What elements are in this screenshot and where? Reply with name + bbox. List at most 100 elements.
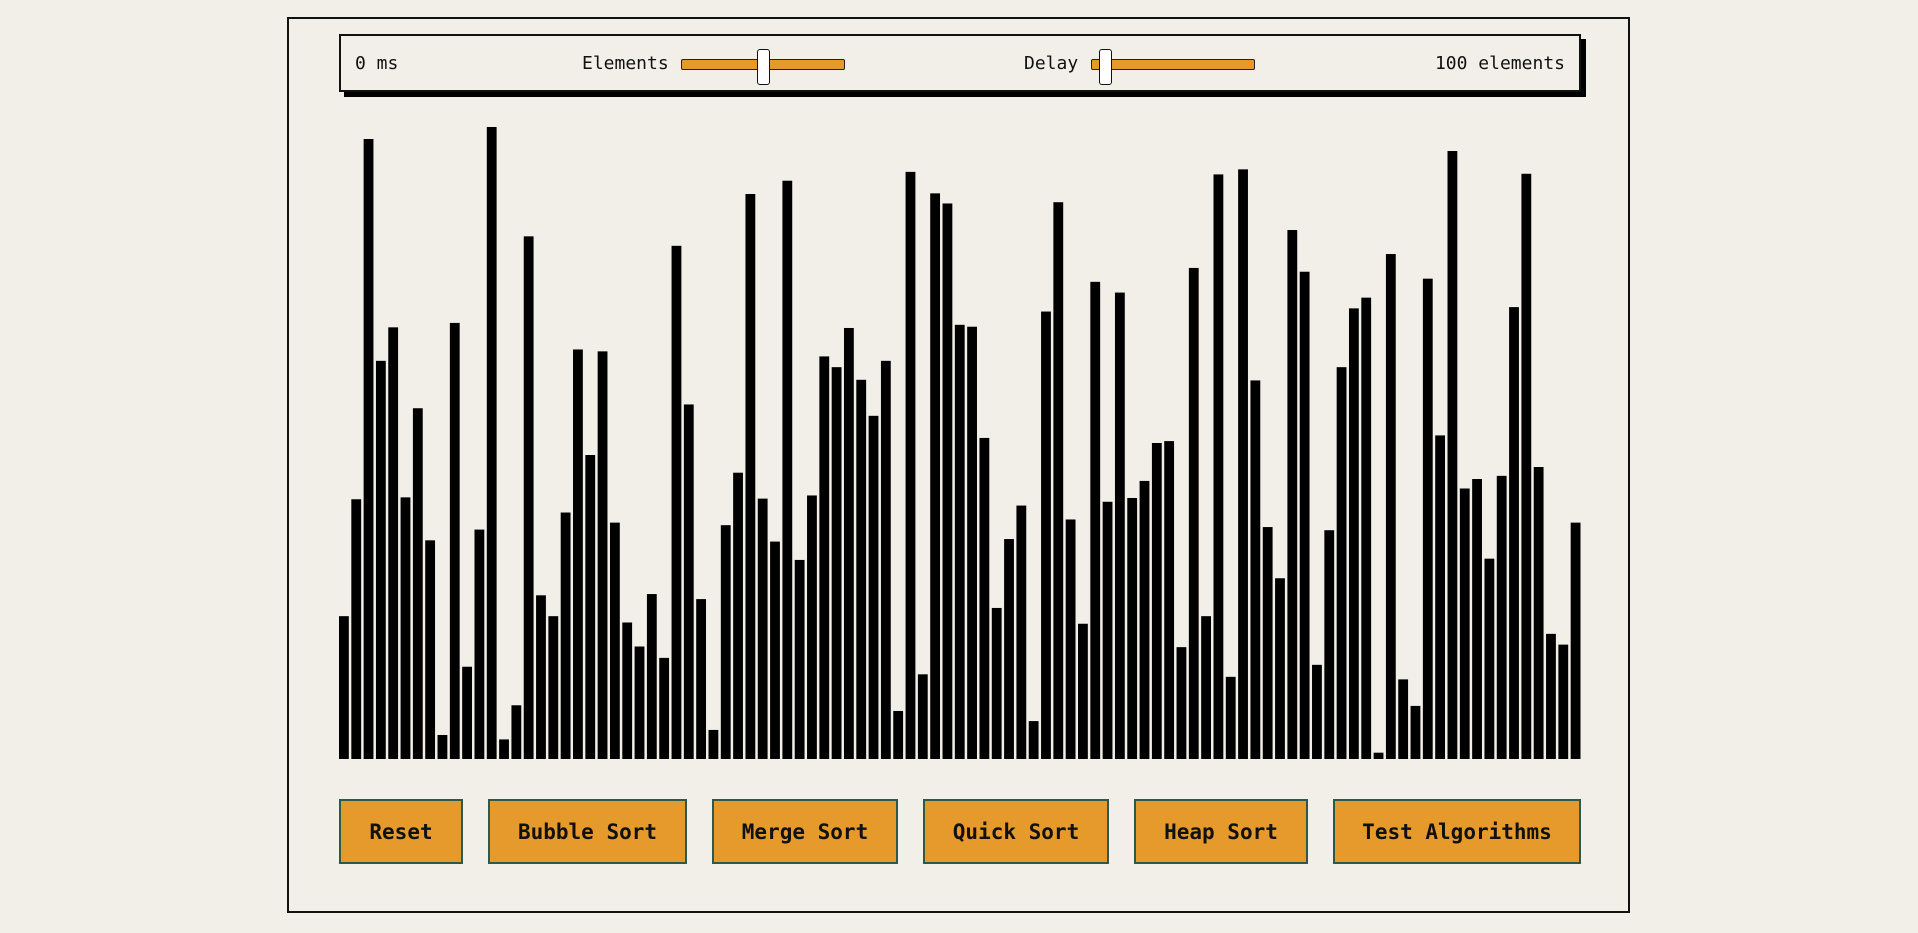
bar-57	[1041, 311, 1051, 759]
bar-78	[1299, 271, 1310, 759]
merge-sort-button[interactable]: Merge Sort	[712, 799, 898, 864]
bar-19	[573, 349, 583, 759]
bar-65	[1139, 480, 1150, 759]
bar-70	[1201, 616, 1211, 759]
bar-23	[622, 622, 633, 759]
bar-34	[757, 498, 768, 759]
element-count-readout: 100 elements	[1434, 53, 1565, 74]
bar-73	[1238, 169, 1248, 759]
bar-52	[979, 437, 990, 759]
bar-31	[720, 525, 731, 759]
bar-1	[351, 499, 362, 759]
bar-36	[782, 180, 793, 759]
bar-86	[1398, 679, 1409, 759]
elements-slider[interactable]	[681, 49, 845, 85]
bars-svg	[339, 127, 1581, 759]
visualizer-frame	[287, 17, 1630, 913]
bubble-sort-button[interactable]: Bubble Sort	[488, 799, 687, 864]
bar-21	[597, 351, 608, 759]
bar-17	[548, 616, 559, 759]
bar-71	[1213, 174, 1224, 759]
bar-6	[412, 408, 423, 759]
bar-87	[1410, 705, 1421, 759]
bar-3	[375, 360, 386, 759]
bar-62	[1102, 501, 1113, 759]
bar-93	[1484, 558, 1495, 759]
bar-32	[733, 472, 743, 759]
bar-4	[388, 327, 399, 759]
bar-83	[1361, 297, 1372, 759]
bar-38	[807, 495, 817, 759]
bar-49	[942, 203, 953, 759]
bar-33	[745, 193, 756, 759]
bar-39	[819, 356, 830, 759]
bar-61	[1090, 281, 1101, 759]
bar-79	[1312, 664, 1322, 759]
bar-82	[1348, 308, 1359, 759]
bar-46	[905, 171, 916, 759]
bar-22	[609, 522, 620, 759]
bar-8	[437, 734, 448, 759]
elements-label: Elements	[582, 53, 669, 74]
bar-51	[967, 326, 977, 759]
bar-5	[400, 497, 411, 759]
bar-0	[339, 616, 349, 759]
bar-96	[1521, 173, 1532, 759]
sort-bar-chart	[339, 125, 1583, 759]
bar-94	[1496, 475, 1507, 759]
bar-10	[462, 666, 472, 759]
bar-13	[499, 739, 509, 759]
bar-88	[1422, 278, 1433, 759]
bar-53	[991, 607, 1002, 759]
quick-sort-button[interactable]: Quick Sort	[923, 799, 1109, 864]
delay-slider-thumb[interactable]	[1099, 49, 1113, 85]
delay-slider[interactable]	[1091, 49, 1255, 85]
bar-30	[708, 729, 719, 759]
heap-sort-button[interactable]: Heap Sort	[1134, 799, 1308, 864]
elements-slider-thumb[interactable]	[756, 49, 770, 85]
bar-18	[560, 512, 571, 759]
bar-41	[843, 327, 854, 759]
bar-80	[1324, 530, 1335, 759]
bar-20	[585, 455, 596, 759]
bar-85	[1385, 254, 1396, 759]
bar-92	[1472, 479, 1482, 759]
bar-26	[659, 657, 670, 759]
bar-81	[1336, 367, 1347, 759]
bar-58	[1053, 202, 1064, 759]
bar-84	[1373, 752, 1384, 759]
bar-25	[646, 594, 657, 759]
bar-69	[1188, 267, 1199, 759]
timer-readout: 0 ms	[355, 53, 399, 74]
bar-11	[474, 529, 485, 759]
bar-50	[954, 324, 965, 759]
bar-75	[1262, 527, 1273, 759]
bar-28	[683, 404, 694, 759]
test-algorithms-button[interactable]: Test Algorithms	[1333, 799, 1581, 864]
bar-27	[671, 245, 682, 759]
bar-12	[486, 127, 497, 759]
bar-2	[363, 139, 374, 759]
bar-67	[1164, 441, 1175, 759]
bar-59	[1065, 519, 1076, 759]
bar-55	[1016, 505, 1027, 759]
bar-90	[1447, 151, 1458, 759]
bar-24	[634, 646, 645, 759]
bar-100	[1570, 522, 1581, 759]
delay-label: Delay	[1024, 53, 1079, 74]
bar-9	[449, 322, 460, 759]
bar-35	[770, 541, 780, 759]
bar-54	[1004, 539, 1014, 759]
bar-99	[1558, 644, 1569, 759]
bar-48	[930, 193, 941, 759]
bar-74	[1250, 380, 1261, 759]
bar-64	[1127, 497, 1138, 759]
bar-29	[696, 599, 707, 759]
bar-89	[1435, 435, 1446, 759]
bar-76	[1275, 578, 1285, 759]
bar-91	[1459, 488, 1470, 759]
reset-button[interactable]: Reset	[339, 799, 463, 864]
bar-16	[536, 595, 546, 759]
bar-98	[1546, 633, 1556, 759]
bar-40	[831, 367, 842, 759]
